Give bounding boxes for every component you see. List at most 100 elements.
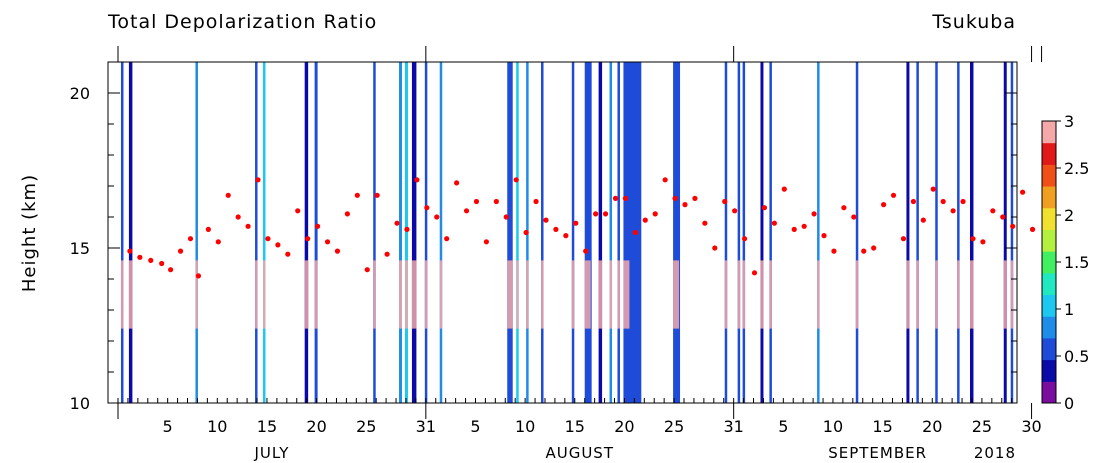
tropopause-point — [632, 229, 638, 236]
chart-title: Total Depolarization Ratio — [107, 11, 377, 33]
tropopause-point — [245, 223, 251, 229]
profile-high-ratio — [906, 260, 910, 329]
profile-high-ratio — [516, 260, 519, 329]
tropopause-point — [920, 217, 926, 223]
tropopause-point — [434, 214, 440, 220]
colorbar-segment — [1042, 142, 1056, 165]
tropopause-point — [394, 220, 400, 226]
y-tick-label: 10 — [70, 394, 90, 413]
colorbar-segment — [1042, 121, 1056, 144]
colorbar-label: 2.5 — [1064, 159, 1089, 178]
colorbar-segment — [1042, 272, 1056, 296]
tropopause-point — [137, 254, 143, 260]
profile-high-ratio — [1010, 260, 1014, 329]
profile-high-ratio — [399, 260, 402, 329]
month-label: SEPTEMBER — [828, 444, 927, 462]
profile-high-ratio — [411, 260, 417, 329]
colorbar-segment — [1042, 164, 1056, 187]
profile-stripe — [373, 62, 376, 403]
tropopause-point — [168, 267, 174, 273]
month-label: AUGUST — [545, 444, 614, 462]
tropopause-point — [493, 198, 499, 205]
profile-high-ratio — [584, 260, 591, 329]
tropopause-point — [841, 205, 847, 211]
tropopause-point — [195, 273, 202, 279]
tropopause-point — [324, 239, 331, 245]
x-tick-label: 15 — [872, 417, 892, 436]
tropopause-point — [970, 236, 976, 242]
tropopause-point — [622, 195, 629, 201]
profile-stripe — [507, 62, 513, 403]
colorbar-label: 2 — [1064, 206, 1074, 225]
tropopause-point — [159, 260, 165, 267]
tropopause-point — [1020, 189, 1026, 195]
tropopause-point — [652, 211, 658, 217]
profile-stripe — [541, 62, 544, 403]
tropopause-point — [910, 198, 916, 205]
tropopause-point — [672, 195, 678, 201]
profile-high-ratio — [1003, 260, 1007, 329]
tropopause-point — [275, 242, 281, 248]
tropopause-point — [344, 211, 350, 217]
profile-high-ratio — [916, 260, 919, 329]
profile-stripe — [906, 62, 910, 403]
tropopause-point — [463, 208, 470, 214]
profile-stripe — [255, 62, 258, 403]
profile-stripe — [120, 62, 124, 403]
profile-high-ratio — [969, 260, 974, 329]
profile-high-ratio — [128, 260, 133, 329]
tropopause-point — [384, 251, 390, 257]
tropopause-point — [187, 236, 194, 242]
profile-high-ratio — [623, 260, 630, 329]
tropopause-point — [503, 214, 509, 220]
tropopause-point — [215, 239, 221, 245]
profile-high-ratio — [255, 260, 258, 329]
profile-high-ratio — [737, 260, 741, 329]
profile-stripe — [855, 62, 859, 403]
colorbar-segment — [1042, 251, 1056, 274]
tropopause-point — [602, 211, 609, 217]
tropopause-point — [881, 202, 887, 208]
tropopause-point — [791, 226, 797, 232]
tropopause-point — [940, 198, 946, 205]
tropopause-series — [127, 177, 1036, 279]
tropopause-point — [722, 198, 728, 205]
tropopause-point — [523, 229, 529, 236]
profile-stripe — [439, 62, 443, 403]
profile-stripe — [673, 62, 681, 403]
tropopause-point — [821, 233, 827, 239]
plot-frame — [107, 61, 1018, 404]
tropopause-point — [225, 192, 231, 198]
tropopause-point — [314, 223, 321, 229]
tropopause-point — [801, 223, 807, 229]
profile-high-ratio — [571, 260, 575, 329]
tropopause-point — [177, 248, 184, 254]
y-tick-label: 15 — [70, 239, 90, 258]
colorbar-label: 1 — [1064, 300, 1074, 319]
profile-high-ratio — [304, 260, 309, 329]
x-tick-label: 5 — [470, 417, 480, 436]
tropopause-point — [990, 208, 996, 214]
tropopause-point — [930, 186, 936, 192]
tropopause-point — [831, 248, 837, 254]
profile-stripe — [760, 62, 764, 403]
x-tick-label: 25 — [972, 417, 992, 436]
profile-stripe — [195, 62, 198, 403]
tropopause-point — [374, 192, 380, 198]
x-tick-label: 15 — [257, 417, 277, 436]
tropopause-point — [354, 192, 360, 198]
tropopause-point — [205, 226, 211, 232]
profile-high-ratio — [760, 260, 764, 329]
tropopause-point — [692, 195, 698, 201]
profile-stripe — [571, 62, 575, 403]
tropopause-point — [255, 177, 261, 183]
tropopause-point — [583, 248, 589, 254]
profile-stripe — [609, 62, 613, 403]
profile-stripe — [737, 62, 741, 403]
x-tick-label: 10 — [515, 417, 535, 436]
tropopause-point — [980, 239, 986, 245]
colorbar-segment — [1042, 186, 1056, 209]
profile-high-ratio — [262, 260, 266, 329]
tropopause-point — [414, 177, 420, 183]
